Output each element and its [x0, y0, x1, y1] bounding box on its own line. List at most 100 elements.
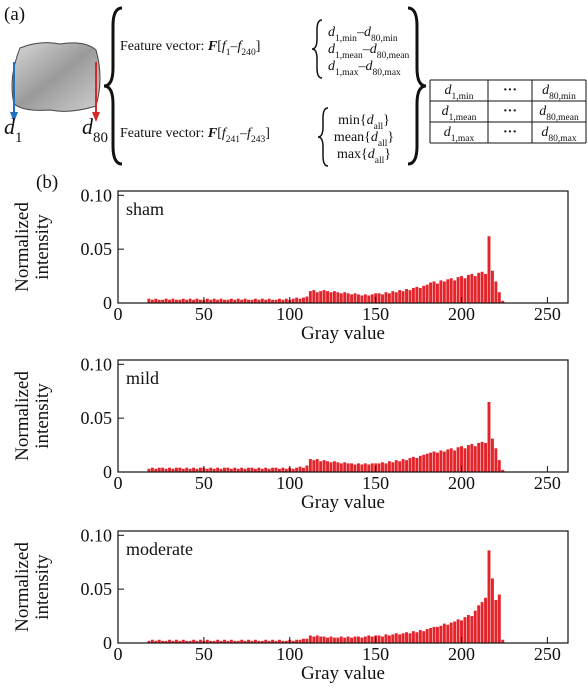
bar: [147, 298, 151, 303]
bar: [439, 625, 443, 643]
text-part: d: [328, 59, 336, 74]
bar: [377, 293, 381, 303]
bar: [219, 298, 223, 303]
plot-frame: [117, 530, 569, 644]
bar: [271, 299, 275, 303]
text-part: 80,mean: [546, 113, 579, 123]
bar: [497, 460, 501, 472]
bar: [436, 452, 439, 472]
x-tick-label: 0: [114, 473, 123, 493]
panel-label: (a): [4, 4, 25, 25]
bar: [336, 462, 340, 472]
bar: [195, 298, 199, 303]
text: Feature vector: F[f241–f243]: [120, 126, 270, 145]
bar: [346, 636, 350, 643]
bar: [154, 640, 158, 643]
bar: [453, 621, 457, 643]
bar: [477, 272, 481, 303]
text-part: 241: [226, 135, 241, 145]
bar: [384, 292, 388, 303]
bar: [181, 639, 185, 643]
bar: [360, 295, 364, 303]
bar: [298, 298, 302, 303]
bar: [312, 460, 316, 472]
bar: [298, 466, 302, 472]
bar: [494, 599, 498, 643]
bar: [408, 633, 412, 643]
bar: [322, 460, 326, 472]
bar: [281, 467, 285, 472]
bar: [264, 299, 268, 303]
y-tick-label: 0.05: [81, 239, 113, 259]
bar: [391, 291, 395, 303]
x-tick-label: 100: [276, 304, 303, 324]
bar: [253, 639, 257, 643]
bar: [394, 292, 398, 303]
bar: [487, 402, 491, 472]
bar: [384, 634, 388, 643]
bar: [429, 627, 433, 643]
text-part: f: [238, 39, 244, 54]
bar: [336, 637, 340, 643]
bar: [271, 639, 275, 643]
bar: [480, 602, 484, 643]
bar: [157, 467, 161, 472]
bar: [442, 281, 446, 303]
bar: [415, 286, 419, 303]
bar: [436, 283, 439, 303]
bar: [494, 448, 498, 472]
bar: [405, 289, 409, 303]
bar: [157, 639, 161, 643]
bar: [181, 468, 185, 472]
bar: [470, 444, 474, 472]
text-part: 1,max: [335, 68, 359, 78]
bar: [281, 299, 285, 303]
bar: [247, 639, 250, 643]
bar: [422, 631, 426, 643]
bar: [216, 639, 220, 643]
y-axis-label: Normalized: [12, 371, 33, 461]
bar: [405, 632, 409, 643]
text-part: –: [356, 25, 365, 40]
bar: [308, 635, 312, 643]
text-part: –: [358, 59, 367, 74]
bar: [253, 298, 257, 303]
text-part: d: [442, 104, 450, 119]
text: mean{dall}: [334, 130, 394, 149]
text-part: 1,mean: [449, 113, 477, 123]
bar: [432, 281, 436, 303]
bar: [336, 292, 340, 303]
bar: [150, 467, 154, 472]
bar: [188, 298, 192, 303]
bar: [343, 637, 347, 643]
bar: [339, 636, 343, 643]
y-axis-label: intensity: [32, 554, 53, 620]
bar: [284, 298, 288, 303]
bar: [219, 640, 223, 643]
text-part: 80,max: [373, 68, 402, 78]
text-part: ]: [265, 126, 270, 141]
bar: [209, 299, 213, 303]
bar: [226, 467, 230, 472]
text-part: 80,min: [371, 34, 398, 44]
text-part: d: [371, 130, 379, 145]
bar: [168, 467, 171, 472]
bar: [226, 640, 230, 643]
bar: [473, 446, 477, 472]
text-part: d: [328, 42, 336, 57]
bar: [161, 640, 165, 643]
bar: [236, 298, 240, 303]
bar: [356, 294, 360, 303]
bar: [356, 463, 360, 472]
bar: [387, 461, 391, 472]
bar: [250, 299, 254, 303]
bar: [353, 464, 357, 472]
y-axis-label: Normalized: [12, 542, 33, 632]
bar: [150, 299, 154, 303]
bar: [212, 640, 216, 643]
text-part: 1,max: [451, 134, 475, 144]
bar: [229, 639, 233, 643]
x-tick-label: 100: [276, 644, 303, 664]
bar: [298, 639, 302, 643]
bar: [253, 468, 257, 472]
